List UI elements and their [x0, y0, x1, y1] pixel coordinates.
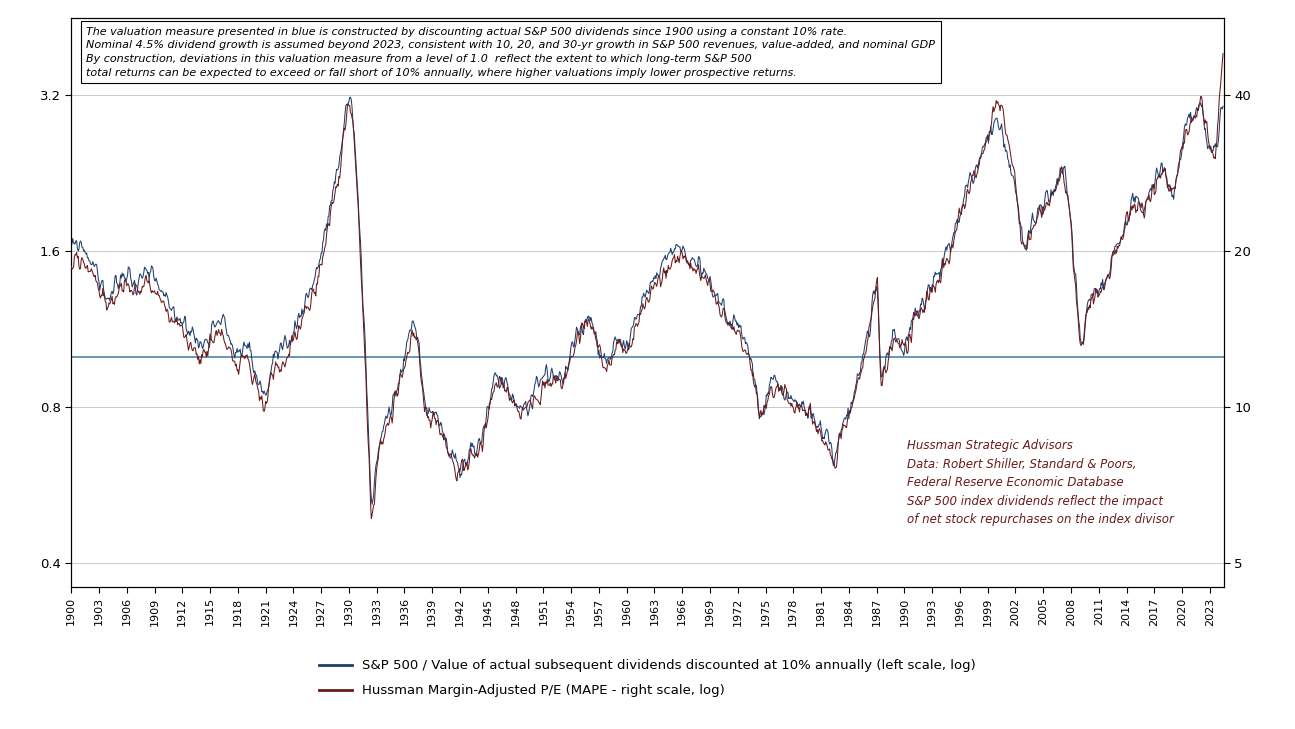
Text: Hussman Strategic Advisors
Data: Robert Shiller, Standard & Poors,
Federal Reser: Hussman Strategic Advisors Data: Robert …	[906, 439, 1173, 526]
Text: The valuation measure presented in blue is constructed by discounting actual S&P: The valuation measure presented in blue …	[87, 27, 935, 77]
Legend: S&P 500 / Value of actual subsequent dividends discounted at 10% annually (left : S&P 500 / Value of actual subsequent div…	[313, 654, 982, 703]
